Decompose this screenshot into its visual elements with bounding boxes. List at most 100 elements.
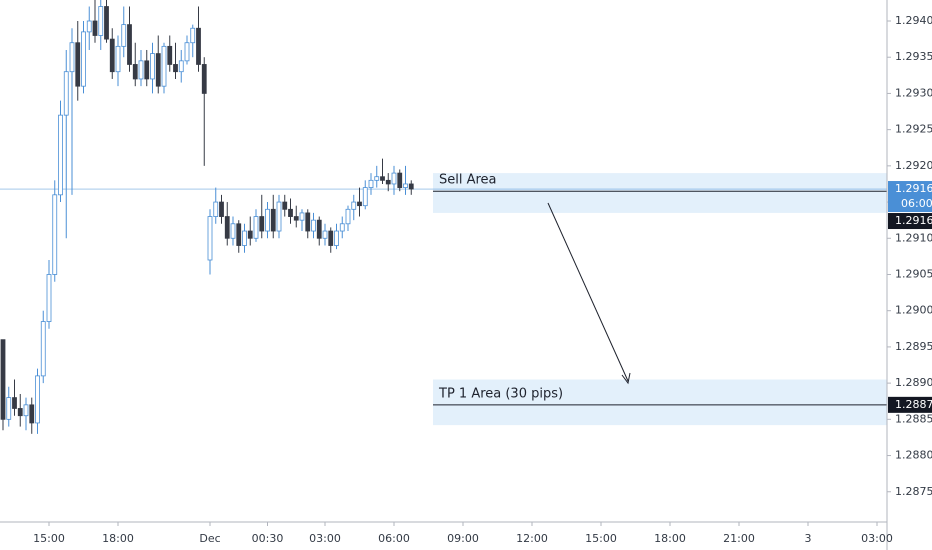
candle-body bbox=[6, 397, 12, 420]
arrow-head bbox=[621, 372, 631, 385]
candle-body bbox=[23, 404, 29, 417]
candle-body bbox=[150, 53, 155, 80]
candle-body bbox=[288, 208, 293, 217]
candle-body bbox=[345, 208, 351, 225]
candle-body bbox=[35, 375, 40, 424]
candle-body bbox=[81, 31, 86, 87]
candle-body bbox=[305, 212, 311, 232]
y-tick-label: 1.28950 bbox=[895, 340, 932, 353]
candle-body bbox=[385, 179, 391, 185]
y-tick-label: 1.29000 bbox=[895, 304, 932, 317]
arrow-line bbox=[547, 202, 629, 382]
x-tick-label: 21:00 bbox=[723, 532, 755, 545]
zone bbox=[433, 379, 887, 426]
candle-body bbox=[109, 38, 115, 73]
candle-body bbox=[242, 230, 247, 246]
level-price-label: 1.28870 bbox=[895, 398, 932, 411]
candle-body bbox=[196, 27, 201, 65]
zone bbox=[433, 173, 887, 213]
candle-body bbox=[374, 176, 380, 181]
candle-body bbox=[161, 45, 167, 87]
candle-body bbox=[58, 114, 63, 196]
candle-body bbox=[380, 176, 385, 181]
zones: Sell Area TP 1 Area (30 pips) bbox=[0, 173, 887, 426]
candle-body bbox=[17, 408, 23, 417]
candle-body bbox=[334, 230, 339, 246]
candle-body bbox=[299, 212, 305, 221]
x-tick-label: 03:00 bbox=[861, 532, 893, 545]
candle-body bbox=[253, 216, 259, 239]
candles bbox=[0, 0, 414, 434]
countdown-label: 06:00 bbox=[901, 197, 932, 210]
y-tick-label: 1.28750 bbox=[895, 485, 932, 498]
candle-body bbox=[397, 172, 403, 188]
candle-body bbox=[127, 24, 132, 65]
candle-body bbox=[115, 45, 121, 73]
candle-body bbox=[201, 64, 207, 94]
candle-body bbox=[138, 60, 144, 80]
candle-body bbox=[184, 42, 190, 62]
candle-body bbox=[167, 45, 173, 65]
y-tick-label: 1.29200 bbox=[895, 159, 932, 172]
candle-body bbox=[408, 183, 414, 190]
candle-body bbox=[236, 223, 242, 246]
candle-body bbox=[230, 223, 236, 239]
level-price-box bbox=[888, 396, 932, 413]
candle-body bbox=[219, 201, 224, 217]
candle-body bbox=[322, 230, 328, 239]
candle-body bbox=[173, 64, 178, 73]
candle-body bbox=[265, 208, 270, 232]
x-tick-label: Dec bbox=[199, 532, 220, 545]
x-tick-label: 12:00 bbox=[516, 532, 548, 545]
x-tick-label: 15:00 bbox=[585, 532, 617, 545]
candle-body bbox=[40, 321, 46, 377]
x-tick-label: 09:00 bbox=[447, 532, 479, 545]
x-tick-label: 3 bbox=[805, 532, 812, 545]
y-tick-label: 1.29300 bbox=[895, 86, 932, 99]
y-tick-label: 1.29350 bbox=[895, 50, 932, 63]
candle-body bbox=[86, 20, 92, 33]
candle-body bbox=[29, 404, 35, 424]
candle-body bbox=[213, 201, 219, 217]
candle-body bbox=[339, 223, 345, 232]
candle-body bbox=[46, 274, 52, 322]
y-tick-label: 1.29050 bbox=[895, 267, 932, 280]
candle-body bbox=[207, 216, 213, 261]
candle-body bbox=[92, 20, 98, 36]
current-price-box bbox=[888, 181, 932, 213]
candle-body bbox=[259, 216, 265, 232]
zone-label: Sell Area bbox=[439, 173, 497, 188]
candle-body bbox=[362, 187, 368, 207]
y-tick-label: 1.28900 bbox=[895, 376, 932, 389]
candle-body bbox=[12, 397, 17, 409]
current-price-label: 1.29168 bbox=[895, 182, 932, 195]
y-tick-label: 1.29400 bbox=[895, 14, 932, 27]
candle-body bbox=[121, 24, 127, 47]
candle-body bbox=[144, 60, 150, 80]
candle-body bbox=[351, 201, 357, 210]
candle-body bbox=[75, 42, 81, 87]
zone-label: TP 1 Area (30 pips) bbox=[438, 386, 563, 401]
candle-body bbox=[270, 208, 276, 232]
candle-body bbox=[104, 6, 109, 40]
candle-body bbox=[0, 339, 6, 420]
candle-body bbox=[311, 219, 316, 232]
candle-body bbox=[391, 172, 397, 185]
candle-body bbox=[69, 42, 75, 73]
x-tick-label: 15:00 bbox=[33, 532, 65, 545]
y-tick-label: 1.28850 bbox=[895, 412, 932, 425]
y-tick-label: 1.29250 bbox=[895, 123, 932, 136]
candle-body bbox=[247, 230, 253, 239]
candle-body bbox=[316, 219, 322, 239]
candle-body bbox=[368, 179, 374, 188]
candle-body bbox=[357, 201, 362, 207]
x-tick-label: 06:00 bbox=[378, 532, 410, 545]
candle-body bbox=[328, 230, 334, 246]
candle-body bbox=[63, 71, 69, 116]
level-price-box bbox=[888, 213, 932, 230]
candle-body bbox=[293, 216, 299, 221]
candle-body bbox=[190, 27, 196, 44]
price-labels: 1.29168 06:00 1.29165 1.28870 bbox=[888, 181, 932, 413]
